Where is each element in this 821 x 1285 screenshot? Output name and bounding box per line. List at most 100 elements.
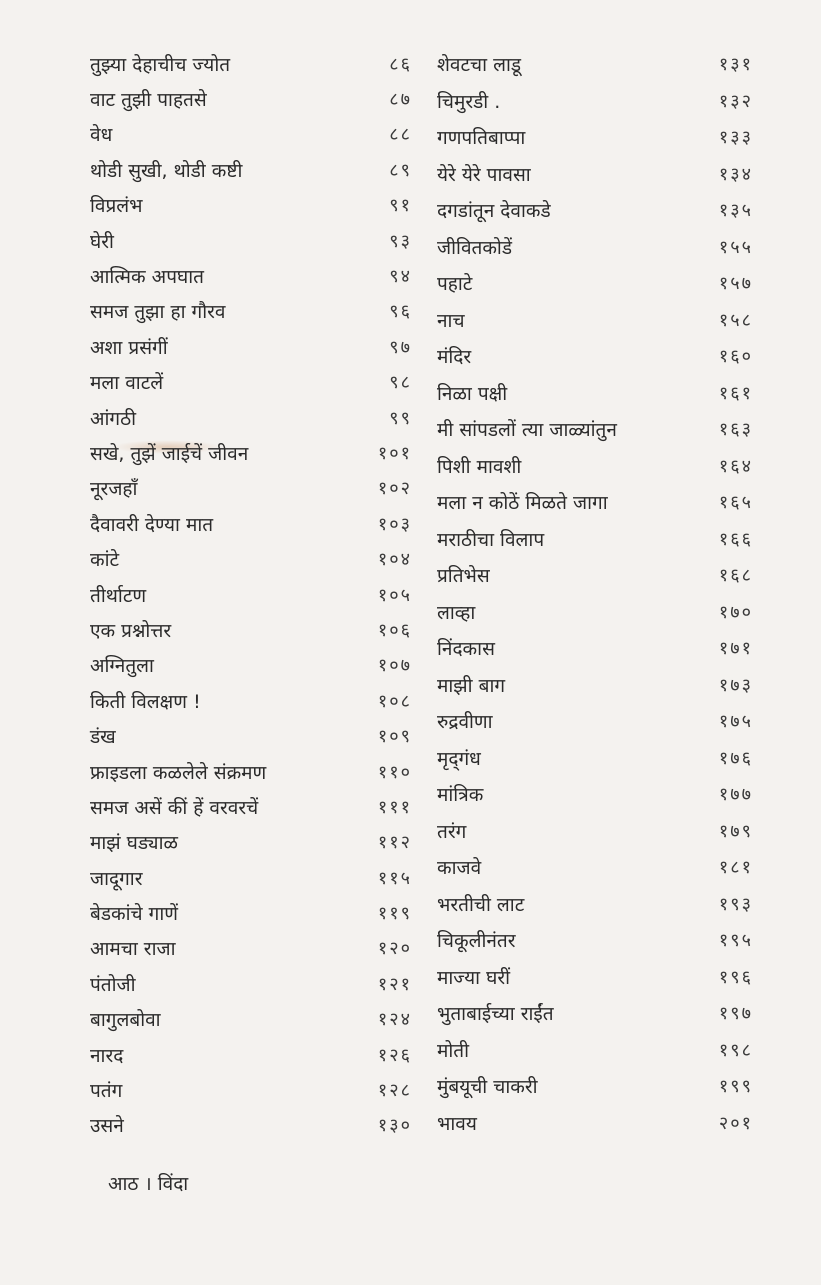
toc-entry: अग्नितुला १०७ — [90, 648, 412, 683]
toc-entry-title: माज्या घरीं — [437, 966, 511, 989]
toc-entry-title: शेवटचा लाडू — [437, 54, 522, 77]
toc-entry: आत्मिक अपघात ९४ — [90, 258, 412, 293]
toc-entry-title: मला न कोठें मिळते जागा — [437, 492, 608, 515]
toc-entry-page: १८१ — [718, 857, 753, 879]
toc-entry-title: आत्मिक अपघात — [90, 266, 204, 289]
toc-entry-title: अग्नितुला — [90, 655, 154, 678]
toc-entry: मुंबयूची चाकरी १९९ — [437, 1068, 753, 1105]
toc-entry-title: किती विलक्षण ! — [90, 690, 201, 713]
toc-entry: थोडी सुखी, थोडी कष्टी ८९ — [90, 152, 412, 187]
toc-entry-page: १६५ — [718, 492, 753, 514]
toc-entry-title: चिकूलीनंतर — [437, 930, 516, 953]
toc-entry-title: लाव्हा — [437, 601, 476, 624]
toc-entry-title: मराठीचा विलाप — [437, 528, 545, 551]
toc-entry: प्रतिभेस १६८ — [437, 557, 753, 594]
toc-entry-title: मोती — [437, 1039, 470, 1062]
toc-entry-title: नूरजहाँ — [90, 478, 138, 501]
toc-entry: मी सांपडलों त्या जाळ्यांतुन १६३ — [437, 411, 753, 448]
toc-entry: मोती १९८ — [437, 1032, 753, 1069]
toc-entry-page: १०५ — [377, 584, 412, 606]
toc-entry-page: ११२ — [377, 832, 412, 854]
toc-entry: लाव्हा १७० — [437, 594, 753, 631]
toc-entry-page: १६८ — [718, 565, 753, 587]
toc-entry-title: बेडकांचे गाणें — [90, 903, 178, 926]
toc-entry-page: ९८ — [389, 372, 412, 394]
toc-entry: एक प्रश्नोत्तर १०६ — [90, 612, 412, 647]
toc-entry: तीर्थाटण १०५ — [90, 577, 412, 612]
toc-entry-page: १७३ — [718, 674, 753, 696]
toc-entry: बागुलबोवा १२४ — [90, 1002, 412, 1037]
toc-entry: नारद १२६ — [90, 1037, 412, 1072]
toc-entry: कांटे १०४ — [90, 541, 412, 576]
toc-entry-page: १९३ — [718, 893, 753, 915]
toc-entry-page: ८८ — [389, 124, 412, 146]
toc-entry-page: १०७ — [377, 655, 412, 677]
toc-entry-title: गणपतिबाप्पा — [437, 127, 526, 150]
toc-entry: तुझ्या देहाचीच ज्योत ८६ — [90, 46, 412, 81]
toc-entry-page: १६६ — [718, 528, 753, 550]
paper-stain — [112, 440, 222, 454]
page-footer: आठ । विंदा — [108, 1173, 189, 1195]
toc-entry: किती विलक्षण ! १०८ — [90, 683, 412, 718]
toc-entry: नूरजहाँ १०२ — [90, 471, 412, 506]
toc-entry-page: १५५ — [718, 236, 753, 258]
toc-entry-title: भुताबाईच्या राईंत — [437, 1003, 554, 1026]
toc-entry: रुद्रवीणा १७५ — [437, 703, 753, 740]
toc-entry-title: बागुलबोवा — [90, 1009, 161, 1032]
toc-entry: तरंग १७९ — [437, 813, 753, 850]
toc-entry-title: घेरी — [90, 230, 114, 253]
toc-entry: दगडांतून देवाकडे १३५ — [437, 192, 753, 229]
toc-entry-title: काजवे — [437, 857, 482, 880]
toc-entry-page: १६० — [718, 346, 753, 368]
toc-entry-title: वेध — [90, 124, 113, 147]
toc-entry-title: तीर्थाटण — [90, 584, 147, 607]
toc-entry-page: १०२ — [377, 478, 412, 500]
toc-entry-title: उसने — [90, 1115, 124, 1138]
toc-entry-title: दगडांतून देवाकडे — [437, 200, 551, 223]
toc-entry-page: १७७ — [718, 784, 753, 806]
toc-entry: भावय २०१ — [437, 1105, 753, 1142]
toc-entry-page: १०६ — [377, 619, 412, 641]
toc-entry-title: मी सांपडलों त्या जाळ्यांतुन — [437, 419, 617, 442]
toc-entry-page: १२६ — [377, 1044, 412, 1066]
toc-entry-page: १९८ — [718, 1039, 753, 1061]
toc-entry: नाच १५८ — [437, 302, 753, 339]
toc-entry: आंगठी ९९ — [90, 400, 412, 435]
toc-entry: माझी बाग १७३ — [437, 667, 753, 704]
toc-entry: वेध ८८ — [90, 117, 412, 152]
toc-entry-page: ९७ — [389, 336, 412, 358]
toc-entry: आमचा राजा १२० — [90, 931, 412, 966]
toc-entry-title: अशा प्रसंगीं — [90, 336, 168, 359]
toc-entry-page: ८९ — [389, 159, 412, 181]
toc-entry: अशा प्रसंगीं ९७ — [90, 329, 412, 364]
toc-entry-page: ८६ — [389, 53, 412, 75]
toc-entry: चिकूलीनंतर १९५ — [437, 922, 753, 959]
toc-entry-page: ९३ — [389, 230, 412, 252]
toc-entry: समज तुझा हा गौरव ९६ — [90, 294, 412, 329]
toc-entry-title: तरंग — [437, 820, 467, 843]
toc-entry-page: १७१ — [718, 638, 753, 660]
toc-entry: मृद्‌गंध १७६ — [437, 740, 753, 777]
toc-entry-title: दैवावरी देण्या मात — [90, 513, 214, 536]
toc-entry-title: सखे, तुझें जाईचें जीवन — [90, 442, 249, 465]
toc-entry-page: १३१ — [718, 54, 753, 76]
toc-entry-page: ९४ — [389, 266, 412, 288]
toc-entry-page: १७५ — [718, 711, 753, 733]
toc-entry-page: १०४ — [377, 549, 412, 571]
toc-entry-title: मांत्रिक — [437, 784, 484, 807]
toc-entry-title: तुझ्या देहाचीच ज्योत — [90, 53, 231, 76]
toc-entry-title: थोडी सुखी, थोडी कष्टी — [90, 159, 243, 182]
toc-entry-page: १२० — [377, 938, 412, 960]
toc-entry-title: भावय — [437, 1112, 477, 1135]
toc-entry-page: १९७ — [718, 1003, 753, 1025]
toc-entry-page: १३२ — [718, 90, 753, 112]
toc-entry-title: आमचा राजा — [90, 938, 176, 961]
toc-entry-title: पहाटे — [437, 273, 473, 296]
toc-left-column: तुझ्या देहाचीच ज्योत ८६ वाट तुझी पाहतसे ८७ व… — [90, 46, 412, 1143]
toc-entry-page: १०३ — [377, 513, 412, 535]
toc-entry-title: आंगठी — [90, 407, 137, 430]
toc-entry: पतंग १२८ — [90, 1072, 412, 1107]
toc-entry-title: भरतीची लाट — [437, 893, 525, 916]
toc-entry: डंख १०९ — [90, 718, 412, 753]
toc-entry-page: १७६ — [718, 747, 753, 769]
